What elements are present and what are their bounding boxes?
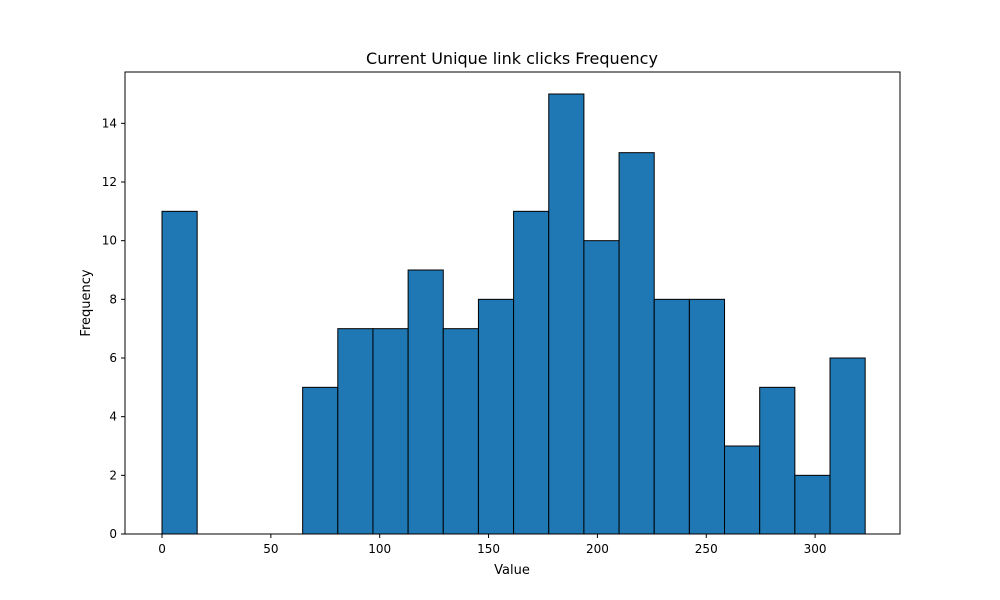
histogram-bar: [513, 210, 550, 535]
histogram-bar: [337, 328, 374, 535]
y-tick-label: 6: [109, 351, 117, 365]
histogram-bar: [688, 298, 726, 535]
histogram-bar: [724, 445, 761, 535]
y-tick-label: 14: [102, 116, 117, 130]
y-tick-label: 0: [109, 527, 117, 541]
y-tick-label: 10: [102, 234, 117, 248]
x-tick-label: 150: [477, 542, 500, 556]
histogram-bar: [302, 386, 339, 535]
histogram-bar: [583, 240, 620, 535]
histogram-bar: [759, 386, 796, 535]
x-tick-label: 250: [695, 542, 718, 556]
plot-frame: [124, 71, 901, 535]
x-tick-label: 50: [263, 542, 278, 556]
bars-group: [161, 93, 866, 535]
histogram-bar: [372, 328, 409, 535]
x-tick-label: 100: [368, 542, 391, 556]
histogram-bar: [477, 298, 515, 535]
histogram-bar: [794, 474, 831, 535]
histogram-bar: [407, 269, 444, 535]
chart-title: Current Unique link clicks Frequency: [366, 49, 658, 68]
histogram-bar: [653, 298, 690, 535]
y-tick-label: 2: [109, 468, 117, 482]
y-axis-label: Frequency: [79, 269, 94, 336]
histogram-bar: [829, 357, 866, 535]
y-tick-label: 4: [109, 410, 117, 424]
histogram-bar: [618, 152, 655, 535]
y-tick-label: 12: [102, 175, 117, 189]
x-tick-label: 300: [804, 542, 827, 556]
histogram-bar: [548, 93, 585, 535]
histogram-bar: [161, 210, 198, 535]
x-axis-label: Value: [494, 563, 530, 578]
x-tick-label: 200: [586, 542, 609, 556]
histogram-bar: [442, 328, 479, 535]
y-axis-ticks: 0 2 4 6 8 10 12 14: [102, 116, 125, 541]
x-tick-label: 0: [158, 542, 166, 556]
y-tick-label: 8: [109, 292, 117, 306]
x-axis-ticks: 0 50 100 150 200 250 300: [158, 534, 827, 556]
